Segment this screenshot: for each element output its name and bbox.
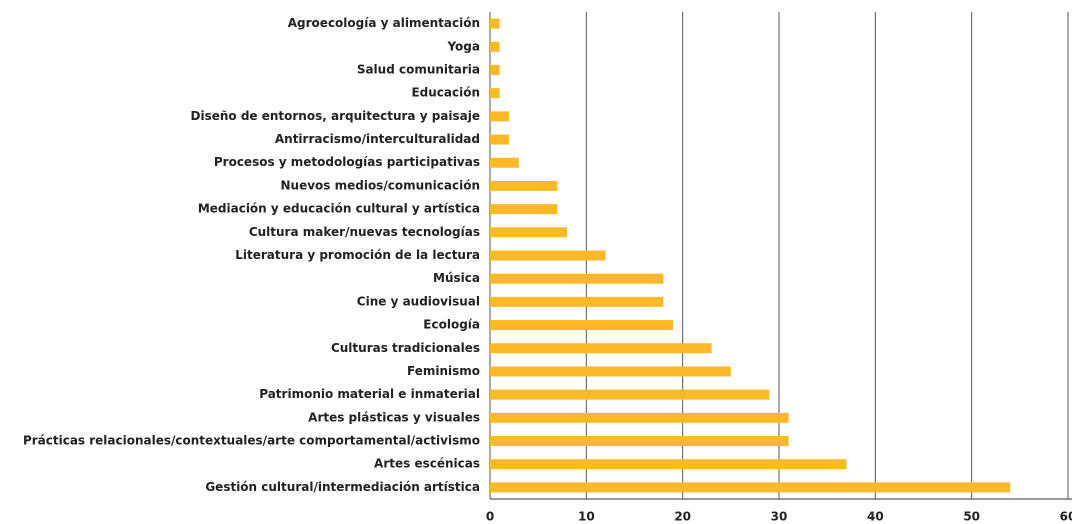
bar [490,180,558,191]
bar [490,41,500,52]
y-tick-label: Gestión cultural/intermediación artístic… [205,480,480,494]
bar [490,273,664,284]
x-tick-label: 40 [867,510,884,524]
y-tick-label: Diseño de entornos, arquitectura y paisa… [191,109,481,123]
y-tick-label: Música [433,271,480,285]
bar [490,296,664,307]
bar [490,343,712,354]
y-tick-label: Educación [411,86,480,100]
x-tick-label: 20 [674,510,691,524]
x-tick-label: 10 [578,510,595,524]
y-tick-label: Agroecología y alimentación [288,16,480,30]
y-tick-label: Salud comunitaria [357,62,480,76]
bar [490,412,789,423]
bar [490,157,519,168]
y-tick-label: Patrimonio material e inmaterial [259,387,480,401]
bar [490,250,606,261]
bar [490,64,500,75]
y-tick-label: Prácticas relacionales/contextuales/arte… [23,434,480,448]
y-tick-label: Feminismo [407,364,480,378]
y-tick-label: Cultura maker/nuevas tecnologías [249,225,480,239]
bar [490,366,731,377]
y-tick-label: Artes plásticas y visuales [308,410,480,424]
y-tick-label: Yoga [446,39,480,53]
bar [490,320,674,331]
y-tick-label: Nuevos medios/comunicación [280,178,480,192]
bar [490,459,847,470]
x-tick-label: 30 [771,510,788,524]
y-tick-label: Mediación y educación cultural y artísti… [198,202,480,216]
bar [490,134,510,145]
bar [490,227,568,238]
y-tick-label: Culturas tradicionales [331,341,480,355]
y-tick-label: Cine y audiovisual [357,294,480,308]
bar [490,88,500,99]
bar [490,18,500,29]
bar [490,389,770,400]
bar [490,482,1011,493]
bar [490,204,558,215]
y-tick-label: Ecología [423,318,480,332]
y-tick-label: Antirracismo/interculturalidad [275,132,480,146]
bar [490,111,510,122]
x-tick-label: 50 [963,510,980,524]
y-tick-label: Literatura y promoción de la lectura [235,248,480,262]
x-tick-label: 0 [486,510,494,524]
bar [490,436,789,447]
y-tick-label: Procesos y metodologías participativas [214,155,480,169]
y-tick-label: Artes escénicas [374,457,480,471]
x-tick-label: 60 [1060,510,1072,524]
